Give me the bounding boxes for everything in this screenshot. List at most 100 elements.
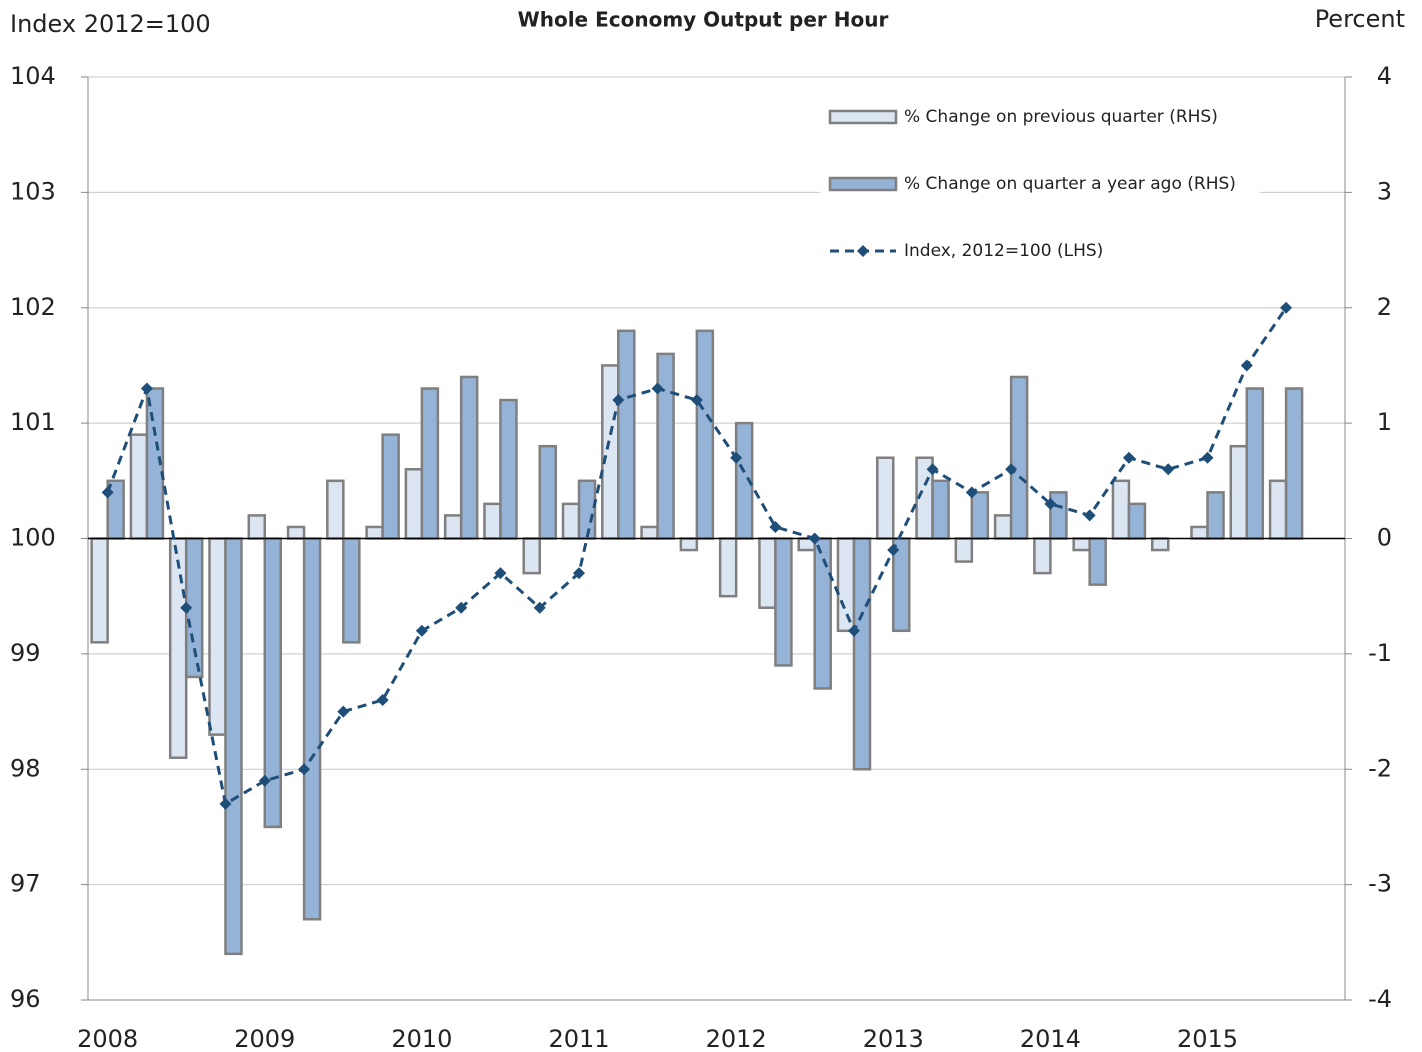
bar	[876, 456, 895, 540]
line-marker	[926, 463, 939, 476]
line-marker	[612, 394, 625, 407]
y-tick-label: 104	[10, 62, 56, 90]
legend-label: Index, 2012=100 (LHS)	[904, 241, 1103, 261]
y2-tick-label: -2	[1368, 754, 1392, 782]
bar	[1206, 491, 1225, 540]
bar	[1229, 444, 1249, 540]
line-marker	[376, 694, 389, 707]
line-marker	[101, 486, 114, 499]
bar	[1072, 537, 1091, 552]
bar	[970, 491, 990, 540]
line-marker	[808, 532, 821, 545]
bar	[129, 433, 149, 540]
bar	[522, 537, 541, 575]
line-marker	[533, 601, 546, 614]
y-tick-label: 102	[10, 293, 56, 321]
bar	[286, 525, 306, 540]
bar	[1127, 502, 1147, 540]
bar	[836, 537, 856, 633]
bar	[90, 537, 109, 644]
line-marker	[651, 382, 664, 395]
bar	[459, 375, 479, 540]
y-tick-label: 101	[10, 408, 56, 436]
y2-axis-label: Percent	[1315, 5, 1405, 33]
bar	[1268, 479, 1288, 540]
x-tick-label: 2015	[1177, 1025, 1238, 1052]
bar	[617, 329, 636, 540]
bar	[1009, 375, 1029, 540]
bar	[1033, 537, 1052, 575]
line-marker	[415, 624, 428, 637]
line-marker	[1201, 451, 1214, 464]
x-tick-label: 2008	[77, 1025, 138, 1052]
bar	[695, 329, 715, 540]
bar	[538, 444, 557, 540]
line-marker	[573, 567, 586, 580]
y2-tick-label: 4	[1377, 62, 1392, 90]
bar	[1150, 537, 1170, 552]
bar	[1111, 479, 1131, 540]
bar	[852, 537, 872, 771]
bar	[168, 537, 188, 759]
bar	[577, 479, 597, 540]
line-marker	[1122, 451, 1135, 464]
y2-tick-label: 2	[1377, 293, 1392, 321]
chart-title: Whole Economy Output per Hour	[518, 8, 889, 32]
line-marker	[690, 394, 703, 407]
bar	[931, 479, 950, 540]
bar	[774, 537, 793, 667]
y-tick-label: 96	[10, 985, 41, 1013]
bar	[326, 479, 345, 540]
bar	[443, 514, 463, 540]
bar	[302, 537, 322, 921]
y2-tick-label: 0	[1377, 524, 1392, 552]
bar	[381, 433, 400, 540]
line-marker	[494, 567, 507, 580]
y-tick-label: 100	[10, 524, 56, 552]
line-marker	[337, 705, 350, 718]
y-axis-label: Index 2012=100	[10, 10, 211, 38]
legend-swatch	[828, 109, 898, 125]
line-marker	[887, 544, 900, 557]
bar	[224, 537, 243, 956]
line-marker	[1044, 497, 1057, 510]
line-marker	[1083, 509, 1096, 522]
bar	[656, 352, 675, 540]
bar	[247, 514, 267, 540]
x-tick-label: 2009	[234, 1025, 295, 1052]
bar	[954, 537, 974, 563]
legend-marker	[857, 245, 869, 257]
y2-tick-label: 3	[1377, 177, 1392, 205]
y2-tick-label: 1	[1377, 408, 1392, 436]
line-marker	[847, 624, 860, 637]
line-marker	[965, 486, 978, 499]
bar	[601, 364, 620, 540]
legend-label: % Change on previous quarter (RHS)	[904, 107, 1218, 127]
line-marker	[219, 797, 232, 810]
bar	[758, 537, 777, 609]
bar	[679, 537, 699, 552]
line-marker	[1240, 359, 1253, 372]
bar	[1245, 387, 1265, 540]
y2-tick-label: -4	[1368, 985, 1392, 1013]
bar	[1049, 491, 1068, 540]
bar	[420, 387, 440, 540]
line-marker	[1280, 301, 1293, 314]
y2-tick-label: -1	[1368, 639, 1392, 667]
bar	[561, 502, 581, 540]
bar	[208, 537, 227, 736]
line-marker	[455, 601, 468, 614]
bar	[404, 468, 424, 540]
x-tick-label: 2012	[706, 1025, 767, 1052]
bar	[640, 525, 659, 540]
bar	[993, 514, 1013, 540]
line-marker	[258, 774, 271, 787]
line-marker	[769, 520, 782, 533]
bar	[483, 502, 502, 540]
y-tick-label: 98	[10, 754, 41, 782]
bar	[718, 537, 738, 598]
line-marker	[730, 451, 743, 464]
bar	[1190, 525, 1209, 540]
legend-label: % Change on quarter a year ago (RHS)	[904, 174, 1236, 194]
